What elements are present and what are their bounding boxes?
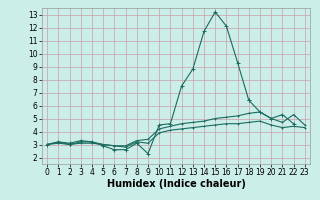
X-axis label: Humidex (Indice chaleur): Humidex (Indice chaleur) — [107, 179, 245, 189]
